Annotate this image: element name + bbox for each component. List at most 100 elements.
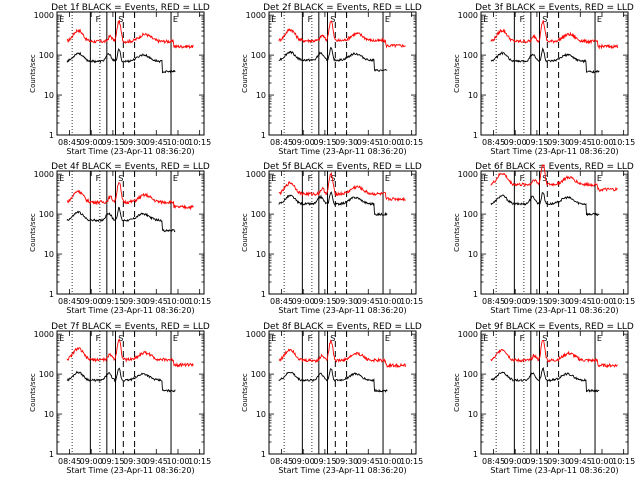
x-tick-label: 09:15 — [101, 138, 124, 147]
y-axis-label: Counts/sec — [241, 373, 249, 412]
marker-label-e2: E — [385, 174, 390, 183]
y-tick-label: 1 — [261, 131, 266, 140]
x-tick-label: 08:45 — [58, 138, 81, 147]
x-tick-label: 08:45 — [270, 297, 293, 306]
x-tick-label: 09:30 — [123, 457, 146, 466]
lld-series-line — [278, 339, 407, 369]
marker-label-e1: E — [483, 334, 488, 343]
x-tick-label: 09:00 — [504, 457, 527, 466]
marker-label-f: F — [308, 15, 313, 24]
marker-label-s: S — [330, 334, 335, 343]
x-tick-label: 09:30 — [335, 138, 358, 147]
panel-9: Det 9f BLACK = Events, RED = LLD 1 10 100 10… — [453, 322, 635, 475]
x-tick-label: 10:00 — [590, 457, 613, 466]
panel-title: Det 1f BLACK = Events, RED = LLD — [51, 3, 210, 13]
marker-label-s: S — [118, 15, 123, 24]
x-tick-label: 08:45 — [270, 138, 293, 147]
x-tick-label: 10:15 — [400, 297, 423, 306]
panel-title: Det 4f BLACK = Events, RED = LLD — [51, 162, 210, 172]
y-tick-label: 100 — [463, 51, 478, 60]
x-tick-label: 09:45 — [569, 138, 592, 147]
y-tick-label: 100 — [39, 370, 54, 379]
y-tick-label: 1000 — [458, 170, 478, 179]
y-tick-label: 10 — [44, 410, 54, 419]
y-tick-label: 100 — [39, 51, 54, 60]
x-axis-label: Start Time (23-Apr-11 08:36:20) — [66, 466, 194, 475]
x-tick-label: 10:00 — [590, 138, 613, 147]
panel-3: Det 3f BLACK = Events, RED = LLD 1 10 100 10… — [453, 3, 635, 156]
x-tick-label: 09:30 — [335, 297, 358, 306]
x-tick-label: 10:00 — [378, 297, 401, 306]
marker-label-e2: E — [173, 174, 178, 183]
x-tick-label: 10:00 — [166, 138, 189, 147]
y-tick-label: 100 — [463, 370, 478, 379]
marker-label-e2: E — [597, 15, 602, 24]
plot-frame — [56, 330, 205, 455]
events-series-line — [490, 367, 600, 393]
x-tick-label: 09:15 — [313, 138, 336, 147]
y-tick-label: 1000 — [246, 170, 266, 179]
x-tick-label: 09:00 — [504, 297, 527, 306]
x-tick-label: 09:45 — [357, 457, 380, 466]
panel-title: Det 3f BLACK = Events, RED = LLD — [475, 3, 634, 13]
y-axis-label: Counts/sec — [453, 54, 461, 93]
y-tick-label: 100 — [39, 210, 54, 219]
marker-label-e2: E — [385, 15, 390, 24]
y-tick-label: 1000 — [246, 11, 266, 20]
x-tick-label: 08:45 — [58, 297, 81, 306]
y-tick-label: 1000 — [34, 11, 54, 20]
events-series-line — [278, 367, 388, 393]
x-tick-label: 10:15 — [400, 138, 423, 147]
x-tick-label: 09:45 — [145, 138, 168, 147]
x-tick-label: 09:15 — [313, 457, 336, 466]
y-tick-label: 10 — [468, 91, 478, 100]
x-tick-label: 10:15 — [612, 138, 635, 147]
x-tick-label: 09:30 — [547, 138, 570, 147]
marker-label-f: F — [96, 334, 101, 343]
marker-label-e1: E — [271, 174, 276, 183]
marker-label-e1: E — [483, 15, 488, 24]
x-tick-label: 09:15 — [313, 297, 336, 306]
y-tick-label: 1 — [473, 450, 478, 459]
y-tick-label: 1000 — [458, 330, 478, 339]
x-tick-label: 10:00 — [166, 297, 189, 306]
panel-8: Det 8f BLACK = Events, RED = LLD 1 10 100 10… — [241, 322, 423, 475]
y-tick-label: 100 — [463, 210, 478, 219]
lld-series-line — [490, 339, 618, 369]
plot-frame — [268, 330, 417, 455]
x-tick-label: 08:45 — [482, 297, 505, 306]
x-tick-label: 10:00 — [166, 457, 189, 466]
marker-label-e2: E — [173, 334, 178, 343]
plot-frame — [268, 11, 417, 136]
y-tick-label: 1 — [261, 450, 266, 459]
events-series-line — [66, 206, 176, 233]
events-series-line — [278, 47, 388, 73]
y-tick-label: 10 — [468, 250, 478, 259]
x-axis-label: Start Time (23-Apr-11 08:36:20) — [490, 466, 618, 475]
x-tick-label: 08:45 — [482, 457, 505, 466]
events-series-line — [66, 47, 176, 74]
marker-label-e1: E — [271, 334, 276, 343]
x-tick-label: 10:15 — [188, 457, 211, 466]
events-series-line — [490, 192, 600, 217]
plot-frame — [480, 11, 629, 136]
panel-2: Det 2f BLACK = Events, RED = LLD 1 10 100 10… — [241, 3, 423, 156]
marker-label-s: S — [542, 334, 547, 343]
x-tick-label: 09:00 — [292, 138, 315, 147]
events-series-line — [278, 191, 388, 217]
x-tick-label: 09:30 — [123, 138, 146, 147]
lld-series-line — [66, 338, 194, 368]
y-tick-label: 1000 — [34, 170, 54, 179]
y-tick-label: 1000 — [246, 330, 266, 339]
plot-frame — [480, 170, 629, 295]
x-tick-label: 08:45 — [58, 457, 81, 466]
x-tick-label: 10:00 — [378, 457, 401, 466]
lld-series-line — [278, 171, 406, 202]
panel-7: Det 7f BLACK = Events, RED = LLD 1 10 100 10… — [29, 322, 211, 475]
panel-6: Det 6f BLACK = Events, RED = LLD 1 10 100 10… — [453, 162, 635, 315]
y-axis-label: Counts/sec — [241, 213, 249, 252]
lld-series-line — [278, 20, 406, 49]
y-tick-label: 100 — [251, 370, 266, 379]
events-series-line — [490, 47, 600, 74]
